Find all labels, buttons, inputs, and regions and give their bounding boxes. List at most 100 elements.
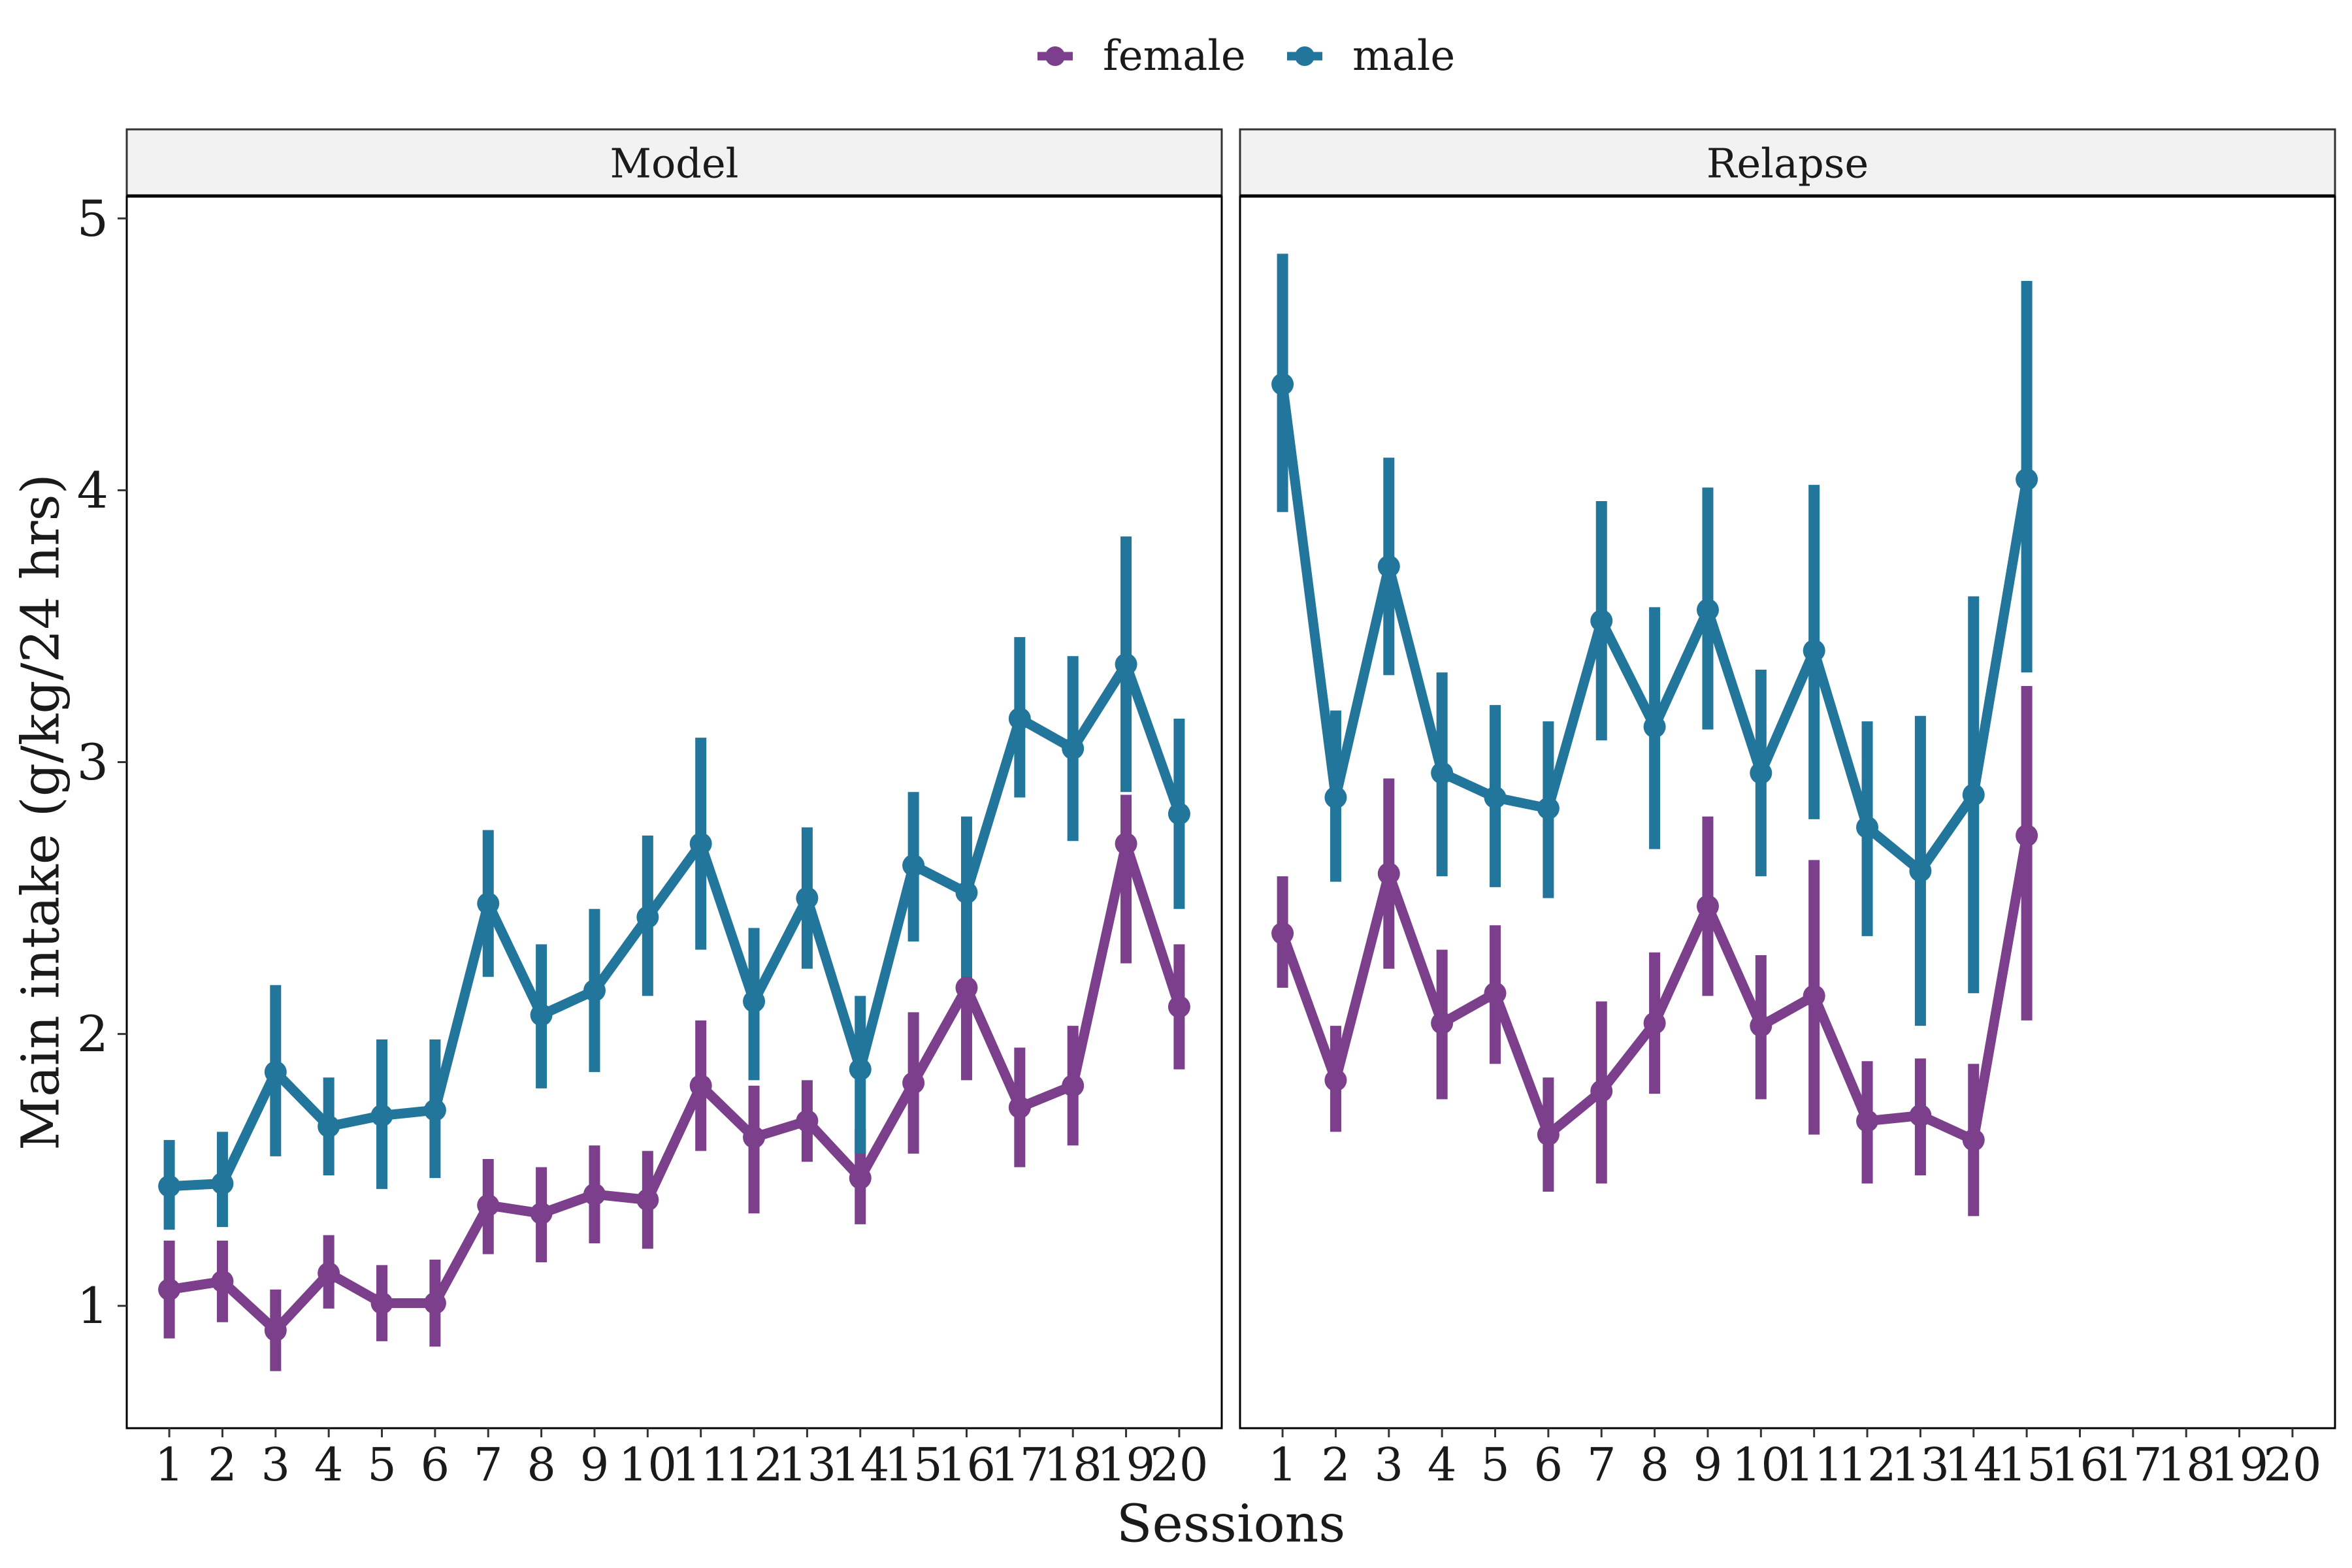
x-tick-label: 13 [1891,1438,1950,1492]
data-point-male [530,1004,553,1026]
x-tick-label: 8 [527,1438,556,1492]
data-point-female [1324,1069,1347,1092]
y-tick-label: 3 [77,733,108,791]
data-point-female [1696,895,1719,918]
y-axis-title: Main intake (g/kg/24 hrs) [10,474,71,1151]
data-point-male [636,906,659,928]
data-point-female [796,1109,819,1132]
data-point-male [1377,555,1400,578]
data-point-female [1062,1074,1085,1097]
data-point-male [1750,762,1772,785]
x-tick-label: 15 [1998,1438,2056,1492]
data-point-male [477,892,500,915]
x-tick-label: 8 [1640,1438,1669,1492]
x-tick-label: 14 [1944,1438,2002,1492]
panel-relapse: Relapse [1239,128,2336,1429]
data-point-female [849,1167,872,1190]
x-axis-title: Sessions [1117,1494,1346,1554]
x-tick-label: 20 [2263,1438,2321,1492]
data-point-male [796,887,819,909]
x-tick-label: 3 [1375,1438,1404,1492]
panel-model: Model [125,128,1223,1429]
series-female-panel-1 [1271,686,2038,1217]
data-point-male [1909,859,1932,882]
data-point-male [211,1172,234,1195]
y-tick-label: 4 [77,461,108,519]
x-tick-label: 5 [367,1438,397,1492]
series-male-panel-1 [1271,253,2038,1026]
x-tick-label: 3 [261,1438,291,1492]
y-tick-label: 5 [77,189,108,248]
data-point-male [1696,598,1719,621]
x-tick-label: 19 [2210,1438,2268,1492]
data-point-female [1271,922,1294,945]
x-tick-label: 4 [314,1438,344,1492]
data-point-female [1168,996,1190,1019]
data-point-male [264,1060,287,1083]
data-point-female [318,1262,340,1284]
data-point-female [1484,982,1507,1005]
y-axis: 1 2 3 4 5 [77,189,127,1335]
x-tick-label: 16 [938,1438,996,1492]
x-tick-label: 11 [672,1438,730,1492]
data-point-female [1008,1096,1031,1119]
x-tick-label: 13 [778,1438,836,1492]
data-point-male [1115,653,1137,676]
data-point-female [1377,862,1400,885]
data-point-male [158,1175,181,1198]
y-tick-label: 1 [77,1277,108,1335]
x-tick-label: 2 [1321,1438,1350,1492]
data-point-male [1484,786,1507,809]
x-tick-label: 12 [725,1438,783,1492]
x-tick-label: 20 [1150,1438,1208,1492]
panel-model-strip [125,128,1223,198]
x-tick-label: 10 [1732,1438,1790,1492]
panel-relapse-strip [1239,128,2336,198]
data-point-female [370,1292,393,1315]
x-tick-label: 11 [1785,1438,1843,1492]
x-tick-label: 6 [1534,1438,1563,1492]
x-tick-label: 18 [2157,1438,2215,1492]
legend-key-female-dot [1045,46,1065,66]
legend-key-male-dot [1295,46,1315,66]
data-point-female [1590,1080,1613,1103]
data-point-female [530,1202,553,1225]
data-point-male [1008,707,1031,730]
x-tick-label: 4 [1428,1438,1457,1492]
data-point-female [2016,824,2038,847]
legend: female male [1037,32,1455,80]
data-point-female [955,976,978,999]
x-tick-label: 15 [885,1438,943,1492]
data-point-male [1168,802,1190,825]
x-tick-label: 18 [1044,1438,1102,1492]
data-point-male [1590,610,1613,632]
data-point-male [423,1099,446,1122]
data-point-male [1062,737,1085,760]
data-point-male [955,881,978,904]
data-point-male [1962,783,1985,806]
x-tick-label: 5 [1480,1438,1510,1492]
data-point-male [1803,639,1825,662]
data-point-female [689,1074,712,1097]
data-point-male [1537,797,1560,820]
x-tick-label: 14 [831,1438,889,1492]
data-point-male [2016,468,2038,491]
x-tick-label: 9 [1693,1438,1723,1492]
x-tick-label: 9 [580,1438,610,1492]
data-point-male [1643,715,1666,738]
data-point-female [264,1319,287,1342]
data-point-male [370,1104,393,1127]
data-point-male [902,854,925,877]
data-point-female [1431,1011,1454,1034]
x-tick-label: 17 [990,1438,1049,1492]
panel-relapse-title: Relapse [1707,140,1869,188]
data-point-female [1643,1011,1666,1034]
data-point-female [423,1292,446,1315]
data-point-female [1962,1128,1985,1151]
x-tick-label: 7 [1587,1438,1616,1492]
panel-relapse-frame [1239,195,2336,1429]
data-point-female [636,1188,659,1211]
data-point-female [1537,1123,1560,1146]
